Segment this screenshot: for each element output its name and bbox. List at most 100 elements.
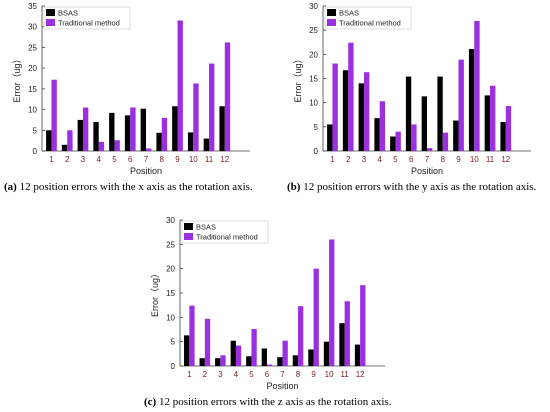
bar-bsas [124, 115, 131, 151]
bar-bsas [374, 118, 380, 151]
caption-b: (b) 12 position errors with the y axis a… [287, 181, 536, 193]
x-tick-label: 12 [501, 155, 510, 164]
y-tick-label: 0 [33, 147, 38, 156]
bar-bsas [187, 132, 194, 151]
bar-bsas [405, 76, 412, 151]
legend-label-bsas: BSAS [339, 9, 359, 18]
bar-bsas [339, 323, 345, 366]
caption-a: (a) 12 position errors with the x axis a… [4, 181, 253, 193]
y-tick-label: 15 [309, 75, 318, 84]
caption-c-letter: (c) [144, 396, 157, 408]
bar-bsas [219, 106, 225, 151]
bar-traditional [360, 285, 366, 366]
bar-traditional [114, 140, 120, 151]
legend-swatch-bsas [184, 223, 193, 230]
x-tick-label: 5 [112, 155, 117, 164]
bar-bsas [246, 356, 252, 366]
x-tick-label: 2 [346, 155, 351, 164]
bar-bsas [230, 340, 236, 366]
x-tick-label: 7 [280, 370, 285, 379]
x-tick-label: 10 [189, 155, 198, 164]
y-tick-label: 20 [166, 265, 175, 274]
bar-bsas [109, 112, 115, 151]
bar-traditional [298, 306, 304, 366]
y-tick-label: 10 [166, 313, 175, 322]
bar-bsas [93, 122, 99, 151]
chart-panel-b: 0 5 10 15 20 25 30 1 2 3 4 5 6 7 8 9 10 11 12 Position Error… [285, 0, 550, 176]
y-tick-label: 30 [28, 23, 37, 32]
y-axis-label: Error（ug） [150, 269, 160, 317]
x-tick-label: 9 [456, 155, 461, 164]
y-axis-label: Error（ug） [12, 54, 22, 102]
x-tick-label: 11 [205, 155, 214, 164]
bar-traditional [146, 148, 152, 151]
legend-box [43, 6, 131, 30]
bar-traditional [189, 305, 195, 366]
x-axis-label: Position [130, 166, 162, 176]
y-tick-label: 25 [166, 240, 175, 249]
bar-traditional [130, 107, 136, 151]
bar-traditional [204, 318, 211, 366]
x-tick-label: 9 [311, 370, 316, 379]
bar-traditional [193, 83, 199, 151]
x-tick-label: 5 [393, 155, 398, 164]
y-tick-label: 35 [28, 2, 37, 11]
bar-traditional [427, 148, 433, 151]
legend-label-traditional: Traditional method [339, 19, 401, 28]
y-tick-label: 25 [28, 43, 37, 52]
y-tick-label: 10 [309, 99, 318, 108]
bar-traditional [411, 124, 417, 151]
caption-a-text: 12 position errors with the x axis as th… [16, 181, 253, 193]
chart-panel-a: 0 5 10 15 20 25 30 35 1 2 3 4 5 6 7 8 9 10 11 12 Position Err… [0, 0, 275, 176]
bar-bsas [277, 357, 283, 366]
bar-traditional [209, 63, 215, 152]
bar-bsas [184, 335, 190, 366]
x-tick-label: 1 [330, 155, 335, 164]
y-tick-label: 5 [33, 126, 38, 135]
x-tick-label: 10 [325, 370, 334, 379]
y-tick-label: 5 [314, 123, 319, 132]
bar-traditional [332, 63, 338, 152]
bar-traditional [474, 20, 480, 151]
bar-bsas [453, 120, 459, 151]
bar-bsas [203, 138, 210, 151]
y-tick-label: 20 [309, 50, 318, 59]
bar-traditional [67, 130, 73, 151]
x-tick-label: 3 [362, 155, 367, 164]
x-tick-label: 2 [203, 370, 208, 379]
x-tick-label: 1 [49, 155, 54, 164]
y-tick-label: 20 [28, 64, 37, 73]
x-tick-label: 8 [160, 155, 165, 164]
caption-b-text: 12 position errors with the y axis as th… [300, 181, 537, 193]
x-tick-label: 7 [144, 155, 149, 164]
y-tick-label: 10 [28, 106, 37, 115]
x-tick-label: 5 [249, 370, 254, 379]
bar-bsas [46, 130, 52, 151]
bar-traditional [442, 132, 449, 151]
x-tick-label: 4 [97, 155, 102, 164]
legend-box [324, 6, 412, 30]
bar-traditional [313, 268, 319, 366]
bar-traditional [348, 42, 354, 151]
x-tick-label: 10 [470, 155, 479, 164]
x-tick-label: 12 [356, 370, 365, 379]
bar-traditional [395, 131, 401, 151]
y-tick-label: 0 [171, 362, 176, 371]
legend-swatch-bsas [46, 9, 55, 16]
legend-swatch-traditional [327, 19, 336, 26]
caption-c-text: 12 position errors with the z axis as th… [156, 396, 392, 408]
bar-traditional [379, 101, 386, 151]
legend-label-bsas: BSAS [58, 9, 78, 18]
legend-label-traditional: Traditional method [196, 233, 258, 242]
bar-traditional [235, 345, 242, 366]
bar-traditional [458, 59, 464, 151]
x-tick-label: 11 [340, 370, 349, 379]
bar-traditional [224, 42, 231, 152]
bar-traditional [266, 364, 273, 366]
bar-traditional [505, 106, 512, 151]
x-tick-label: 6 [128, 155, 133, 164]
x-tick-label: 12 [220, 155, 229, 164]
legend-swatch-traditional [46, 19, 55, 26]
